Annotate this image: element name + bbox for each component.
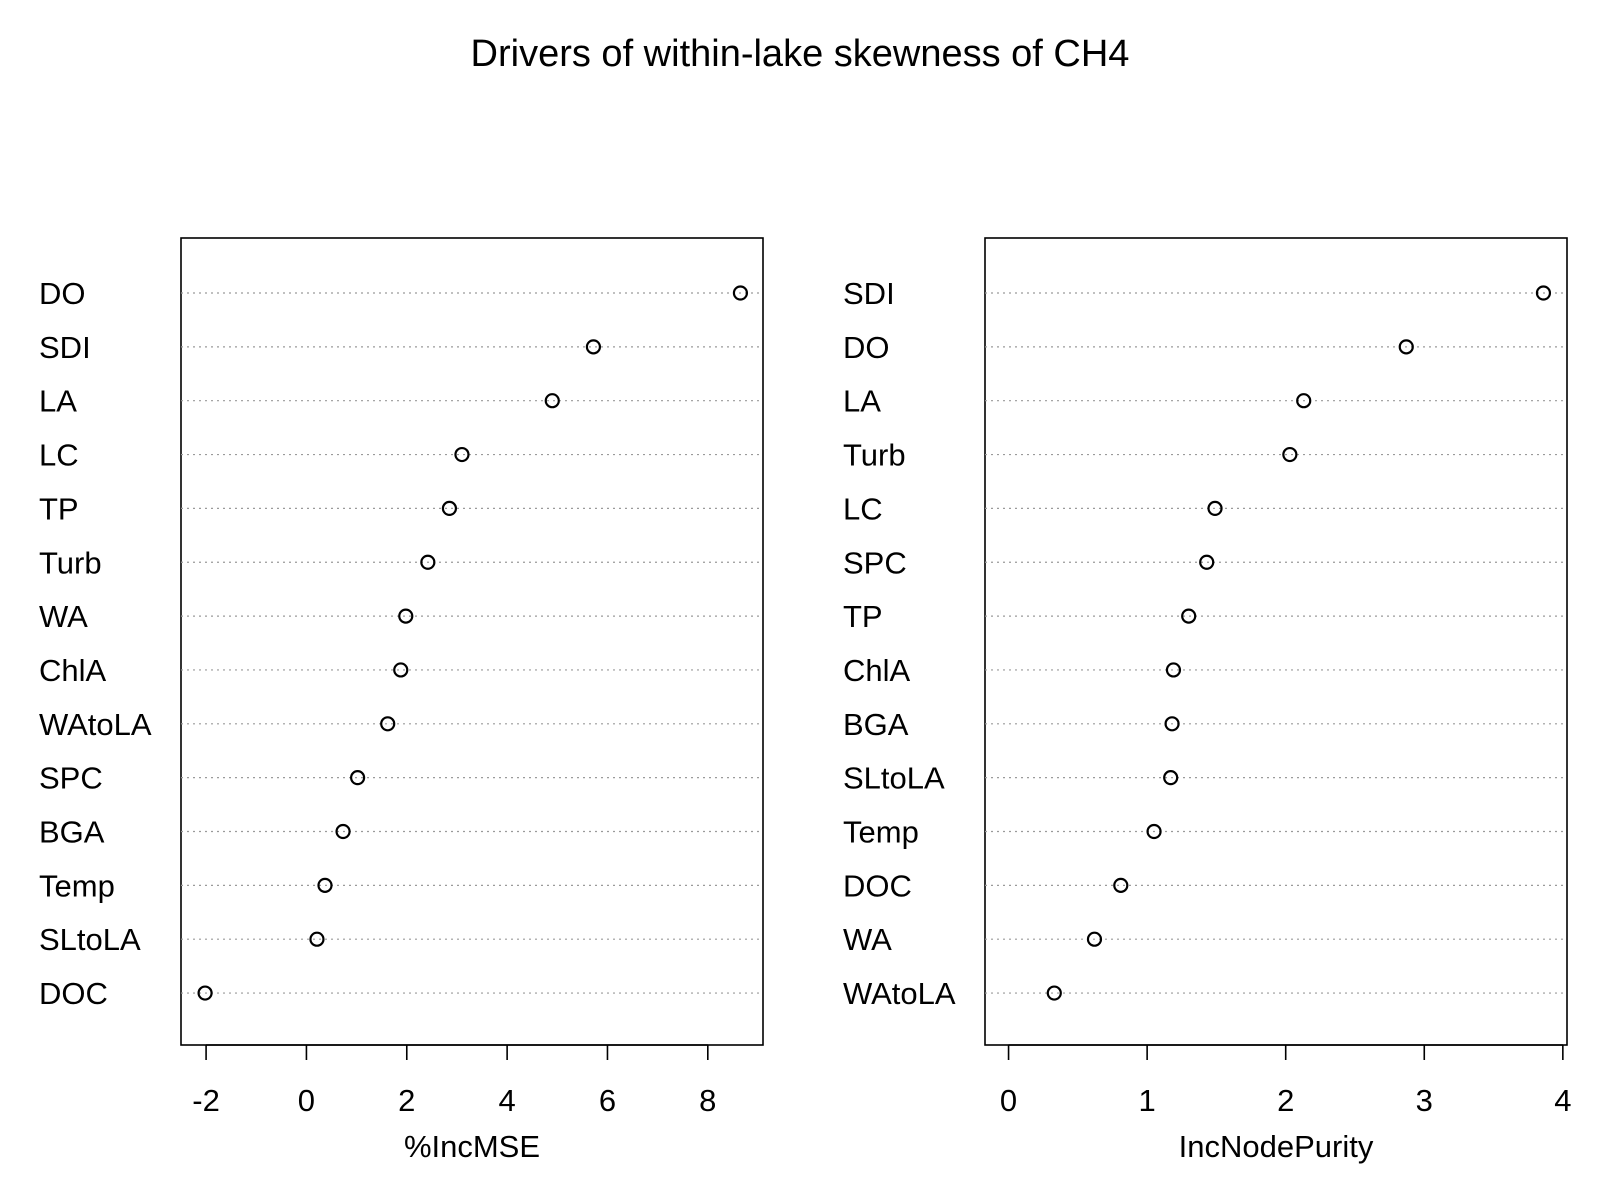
x-tick-label: 0 <box>298 1083 315 1118</box>
category-label: WAtoLA <box>843 976 956 1011</box>
x-tick-label: 8 <box>699 1083 716 1118</box>
x-tick-label: 2 <box>398 1083 415 1118</box>
data-point <box>1046 985 1062 1001</box>
data-point <box>1535 285 1552 301</box>
plot-frame <box>984 237 1568 1046</box>
category-label: SDI <box>843 276 895 311</box>
category-label: LC <box>843 491 883 526</box>
data-point <box>380 716 396 732</box>
data-point <box>1398 339 1414 355</box>
category-label: Temp <box>39 868 115 903</box>
category-label: SLtoLA <box>39 922 141 957</box>
chart-title: Drivers of within-lake skewness of CH4 <box>470 33 1130 75</box>
x-tick-label: -2 <box>192 1083 220 1118</box>
category-label: DOC <box>39 976 108 1011</box>
plot-frame <box>180 237 764 1046</box>
data-point <box>1163 770 1179 786</box>
x-tick-label: 2 <box>1277 1083 1294 1118</box>
category-label: SPC <box>843 545 907 580</box>
x-axis-title: IncNodePurity <box>1179 1129 1374 1164</box>
category-label: SDI <box>39 330 91 365</box>
category-label: BGA <box>843 707 909 742</box>
category-label: DO <box>39 276 86 311</box>
data-point <box>585 339 602 355</box>
data-point <box>420 554 436 570</box>
x-tick-label: 0 <box>1000 1083 1017 1118</box>
data-point <box>197 985 213 1001</box>
x-tick-label: 1 <box>1139 1083 1156 1118</box>
data-point <box>398 608 414 624</box>
data-point <box>1164 716 1180 732</box>
data-point <box>1165 662 1182 678</box>
category-label: LA <box>843 384 881 419</box>
category-label: ChlA <box>39 653 107 688</box>
category-label: SLtoLA <box>843 761 945 796</box>
x-axis-title: %IncMSE <box>404 1129 540 1164</box>
x-tick-label: 4 <box>498 1083 515 1118</box>
data-point <box>732 285 749 301</box>
category-label: Temp <box>843 815 919 850</box>
data-point <box>393 662 409 678</box>
x-tick-label: 6 <box>599 1083 616 1118</box>
panel-incmse: DO SDI LA LC TP Turb WA ChlA WAtoLA SPC BGA Temp SLt… <box>39 237 764 1164</box>
data-point <box>1146 823 1162 840</box>
category-label: WAtoLA <box>39 707 152 742</box>
category-label: BGA <box>39 815 105 850</box>
data-point <box>350 770 366 786</box>
data-point <box>544 393 560 409</box>
category-label: Turb <box>39 545 102 580</box>
data-point <box>1207 500 1223 516</box>
category-label: Turb <box>843 438 906 473</box>
data-point <box>454 446 470 463</box>
data-point <box>1086 931 1103 947</box>
category-label: DO <box>843 330 890 365</box>
panel-incnodepurity: SDI DO LA Turb LC SPC TP ChlA BGA SLtoLA Temp DOC WA… <box>843 237 1571 1164</box>
x-tick-label: 3 <box>1416 1083 1433 1118</box>
data-point <box>1113 877 1129 893</box>
data-point <box>1296 393 1312 409</box>
category-label: LA <box>39 384 77 419</box>
data-point <box>335 823 351 840</box>
data-point <box>1199 554 1215 570</box>
category-label: DOC <box>843 868 912 903</box>
data-point <box>317 877 333 893</box>
category-label: TP <box>39 491 79 526</box>
x-tick-label: 4 <box>1554 1083 1571 1118</box>
category-label: WA <box>39 599 88 634</box>
category-label: ChlA <box>843 653 911 688</box>
category-label: LC <box>39 438 79 473</box>
data-point <box>1282 446 1298 463</box>
category-label: SPC <box>39 761 103 796</box>
category-label: TP <box>843 599 883 634</box>
data-point <box>441 500 458 516</box>
data-point <box>1181 608 1197 624</box>
data-point <box>309 931 325 947</box>
category-label: WA <box>843 922 892 957</box>
